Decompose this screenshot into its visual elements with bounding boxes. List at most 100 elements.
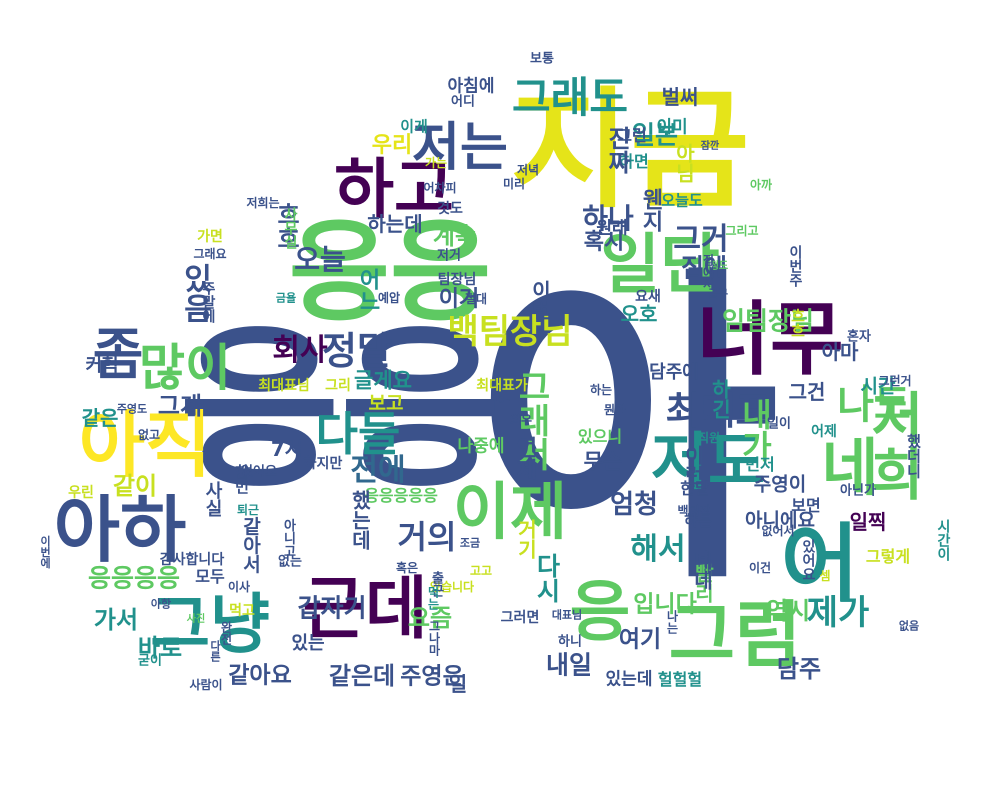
word-178: 사무실 [282, 207, 298, 249]
word-179: 먹는 [426, 586, 440, 610]
word-162: 아님 [672, 143, 696, 183]
word-86: 응응응응 [87, 563, 181, 593]
word-74: 담주 [776, 655, 822, 683]
word-27: 거의 [397, 518, 457, 556]
word-80: 같은데 [328, 662, 396, 690]
word-176: 출근 [428, 571, 444, 597]
word-164: 어차피 [423, 181, 457, 195]
word-53: 보고 [368, 392, 404, 415]
word-170: 거기 [514, 519, 538, 559]
word-159: 흐흐 [788, 308, 807, 338]
word-181: 완전 [219, 621, 233, 645]
word-23: 정말 [322, 329, 392, 373]
word-79: 주영은 [400, 663, 464, 690]
word-67: 이런 [681, 445, 705, 485]
word-166: 가는 [424, 156, 448, 170]
word-153: 없음 [898, 619, 920, 633]
word-57: 제가 [806, 593, 870, 633]
word-22: 회사 [272, 333, 328, 368]
word-8: 그래도 [512, 73, 628, 122]
word-149: 주영도 [116, 402, 148, 416]
word-38: 임팀장님 [721, 306, 815, 336]
word-131: 사진 [186, 614, 206, 625]
cloud-lobe [40, 480, 320, 700]
word-168: 언제 [512, 436, 537, 480]
word-165: 미리 [502, 177, 526, 191]
word-87: 응응응응응 [364, 486, 438, 505]
word-97: 그런 [617, 126, 647, 145]
word-20: 저도 [650, 425, 766, 498]
word-110: 팀장님 [437, 272, 477, 288]
word-24: 백팀장님 [447, 312, 573, 352]
word-148: 없고 [137, 428, 161, 442]
word-130: 없어서 [761, 524, 795, 538]
cloud-lobe [750, 500, 970, 700]
word-3: 응응 [288, 208, 492, 336]
word-154: 셈 [819, 569, 831, 583]
word-85: 가서 [93, 606, 139, 634]
word-103: 그리고 [725, 224, 759, 238]
word-183: 나는 [665, 610, 679, 634]
word-11: 많이 [139, 339, 231, 397]
word-188: 일 [448, 672, 468, 696]
word-47: 있음 [177, 263, 212, 323]
word-63: 담주에 [649, 362, 699, 383]
word-93: 아침에 [447, 76, 495, 97]
word-64: 주영이 [753, 473, 807, 496]
word-94: 어디 [451, 94, 475, 110]
word-88: 감사합니다 [159, 552, 225, 568]
word-4: 하고 [334, 152, 454, 228]
word-113: 저거 [437, 248, 461, 264]
word-45: 오늘 [294, 243, 346, 276]
word-26: 전에 [350, 453, 406, 488]
word-114: 정도 [709, 261, 729, 272]
word-54: 무슨 [583, 449, 623, 474]
word-34: 그거 [673, 222, 729, 257]
word-171: 네네 [690, 550, 714, 590]
word-106: 그래요 [193, 247, 227, 261]
word-41: 이번 [528, 280, 552, 320]
word-152: 이건 [748, 561, 772, 575]
word-123: 일이 [767, 416, 791, 432]
word-172: 있어요 [800, 539, 816, 581]
word-92: 벌써 [661, 85, 699, 109]
word-141: 그러면 [500, 610, 540, 626]
word-44: 하는데 [367, 212, 423, 236]
word-187: 하는 [589, 383, 613, 397]
word-90: 7시 [270, 437, 304, 461]
word-10: 그냥 [150, 587, 270, 663]
word-89: 모두 [195, 567, 225, 586]
word-29: 나도 [837, 382, 911, 428]
word-160: 진짜 [603, 126, 631, 174]
word-128: 백팀장 [677, 504, 711, 518]
word-73: 역시 [765, 597, 811, 625]
word-96: 이미 [656, 117, 688, 138]
word-48: 커헉 [85, 355, 119, 376]
word-49: 그게 [157, 392, 203, 420]
word-126: 아닌가 [840, 483, 876, 499]
word-157: 이번주 [787, 245, 803, 287]
word-169: 다시 [532, 553, 562, 603]
word-19: 네 [821, 431, 879, 504]
word-144: 있습니다 [429, 580, 475, 594]
word-36: 집에 [680, 253, 728, 283]
word-98: 하면 [619, 152, 649, 171]
word-105: 가면 [197, 229, 223, 245]
word-125: 있으니 [577, 427, 623, 446]
word-102: 오늘도 [661, 191, 703, 210]
word-50: 같은 [81, 406, 119, 430]
word-120: 최대표가 [476, 378, 528, 394]
word-116: 요새 [635, 289, 661, 305]
word-14: 근데 [302, 570, 428, 649]
word-155: 그렇게 [865, 547, 911, 566]
word-28: 최대표 [665, 389, 771, 433]
word-137: 하지만 [303, 456, 343, 472]
word-95: 보통 [530, 51, 554, 67]
word-107: 금욜 [275, 291, 297, 305]
word-18: 저희 [860, 389, 925, 501]
word-68: 빨리 [691, 563, 715, 603]
word-145: 없는 [278, 554, 302, 570]
